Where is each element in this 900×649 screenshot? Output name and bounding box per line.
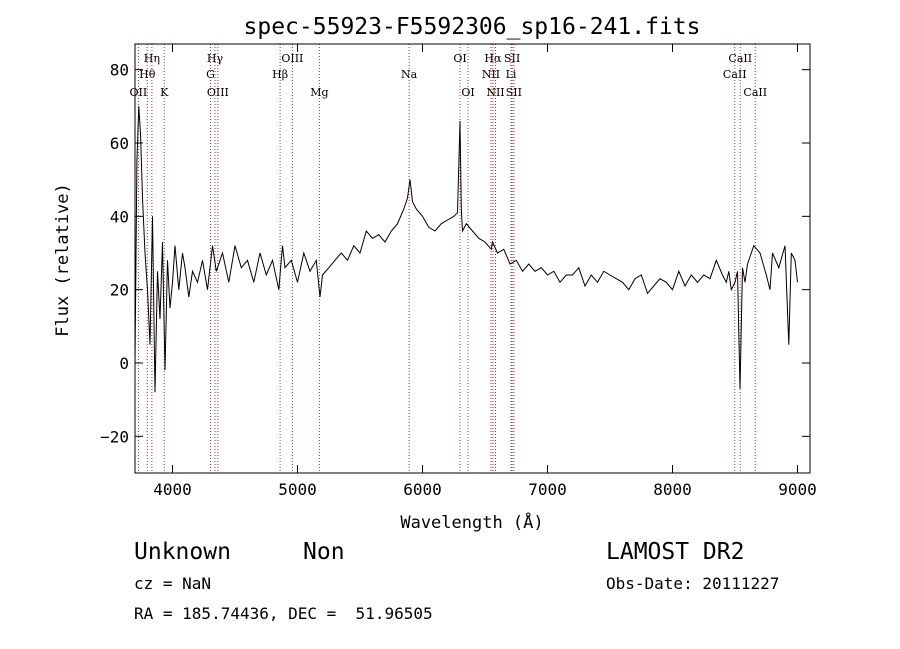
y-tick-label: 40 bbox=[110, 207, 129, 226]
marker-label: OIII bbox=[281, 52, 303, 65]
marker-label: SII bbox=[504, 52, 520, 65]
marker-label: OIII bbox=[207, 86, 229, 99]
marker-label: NII bbox=[482, 68, 500, 81]
survey-label: LAMOST DR2 bbox=[606, 539, 745, 565]
chart-title: spec-55923-F5592306_sp16-241.fits bbox=[244, 14, 701, 40]
spectral-line-markers: OIIHθHηKHγGOIIIHβOIIIMgNaOIOIHαNIINIISII… bbox=[130, 44, 767, 473]
y-axis-label: Flux (relative) bbox=[53, 183, 73, 337]
marker-label: G bbox=[206, 68, 215, 81]
x-tick-label: 6000 bbox=[403, 480, 442, 499]
class-label: Unknown bbox=[134, 539, 231, 565]
marker-label: CaII bbox=[743, 86, 767, 99]
marker-label: Hα bbox=[484, 52, 502, 65]
y-tick-label: 0 bbox=[119, 354, 129, 373]
marker-label: Na bbox=[401, 68, 418, 81]
marker-label: Hβ bbox=[272, 68, 288, 81]
subclass-label: Non bbox=[303, 539, 345, 565]
y-tick-label: 60 bbox=[110, 134, 129, 153]
x-tick-label: 4000 bbox=[153, 480, 192, 499]
coordinates-label: RA = 185.74436, DEC = 51.96505 bbox=[134, 604, 433, 623]
marker-label: CaII bbox=[728, 52, 752, 65]
x-axis-label: Wavelength (Å) bbox=[400, 511, 543, 533]
x-tick-label: 9000 bbox=[778, 480, 817, 499]
spectrum-series-line bbox=[134, 106, 798, 393]
marker-label: OII bbox=[130, 86, 148, 99]
marker-label: Hη bbox=[144, 52, 160, 65]
x-tick-label: 7000 bbox=[528, 480, 567, 499]
marker-label: NII bbox=[486, 86, 504, 99]
marker-label: K bbox=[160, 86, 169, 99]
marker-label: SII bbox=[506, 86, 522, 99]
x-axis-ticks: 4000 5000 6000 7000 8000 9000 bbox=[153, 44, 817, 499]
obs-date-label: Obs-Date: 20111227 bbox=[606, 574, 780, 593]
marker-label: CaII bbox=[723, 68, 747, 81]
marker-label: OI bbox=[453, 52, 466, 65]
marker-label: Li bbox=[506, 68, 517, 81]
y-tick-label: −20 bbox=[100, 427, 129, 446]
marker-label: OI bbox=[461, 86, 474, 99]
x-tick-label: 5000 bbox=[278, 480, 317, 499]
x-tick-label: 8000 bbox=[653, 480, 692, 499]
plot-frame bbox=[134, 43, 811, 474]
redshift-label: cz = NaN bbox=[134, 574, 212, 593]
y-tick-label: 20 bbox=[110, 281, 129, 300]
y-tick-label: 80 bbox=[110, 61, 129, 80]
y-axis-ticks: −20 0 20 40 60 80 bbox=[100, 61, 810, 446]
marker-label: Hγ bbox=[207, 52, 224, 65]
marker-label: Mg bbox=[310, 86, 328, 99]
